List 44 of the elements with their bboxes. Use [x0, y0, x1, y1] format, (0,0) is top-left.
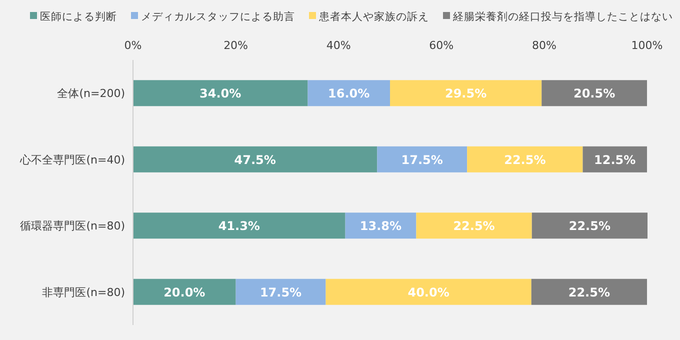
- data-label: 20.0%: [164, 285, 206, 300]
- y-tick-label: 循環器専門医(n=80): [20, 220, 125, 233]
- bar: [532, 212, 648, 239]
- bar: [467, 146, 583, 172]
- x-tick-label: 0%: [124, 39, 142, 52]
- bar: [133, 212, 346, 239]
- data-label: 13.8%: [360, 219, 402, 234]
- data-label: 22.5%: [504, 152, 546, 167]
- data-label: 29.5%: [444, 86, 487, 101]
- data-label: 16.0%: [328, 86, 370, 101]
- bar: [390, 80, 542, 106]
- legend-label: 経腸栄養剤の経口投与を指導したことはない: [452, 10, 673, 23]
- data-label: 22.5%: [453, 219, 495, 234]
- data-label: 17.5%: [401, 152, 443, 167]
- data-label: 40.0%: [408, 285, 450, 300]
- bar: [542, 80, 647, 106]
- data-label: 22.5%: [568, 219, 611, 234]
- bar: [377, 146, 468, 172]
- bar: [416, 212, 532, 239]
- bar: [236, 278, 326, 305]
- y-tick-label: 非専門医(n=80): [42, 286, 125, 299]
- y-tick-label: 心不全専門医(n=40): [19, 153, 125, 166]
- bar: [133, 278, 236, 305]
- x-tick-label: 20%: [224, 39, 248, 52]
- data-label: 22.5%: [568, 285, 610, 300]
- legend-label: メディカルスタッフによる助言: [141, 10, 295, 23]
- data-label: 34.0%: [200, 86, 242, 101]
- y-tick-label: 全体(n=200): [57, 87, 125, 100]
- data-label: 17.5%: [260, 285, 302, 300]
- data-label: 12.5%: [594, 152, 636, 167]
- x-tick-label: 60%: [429, 39, 454, 52]
- x-tick-label: 40%: [326, 39, 351, 52]
- x-tick-label: 80%: [532, 39, 556, 52]
- bar: [326, 278, 532, 305]
- legend-label: 医師による判断: [40, 10, 117, 23]
- bar: [531, 278, 647, 305]
- bar: [308, 80, 390, 106]
- x-tick-label: 100%: [631, 39, 663, 52]
- data-label: 47.5%: [234, 152, 276, 167]
- data-label: 41.3%: [218, 219, 260, 234]
- data-label: 20.5%: [573, 86, 616, 101]
- bar: [133, 80, 308, 106]
- legend-label: 患者本人や家族の訴え: [318, 10, 429, 23]
- bar: [133, 146, 378, 172]
